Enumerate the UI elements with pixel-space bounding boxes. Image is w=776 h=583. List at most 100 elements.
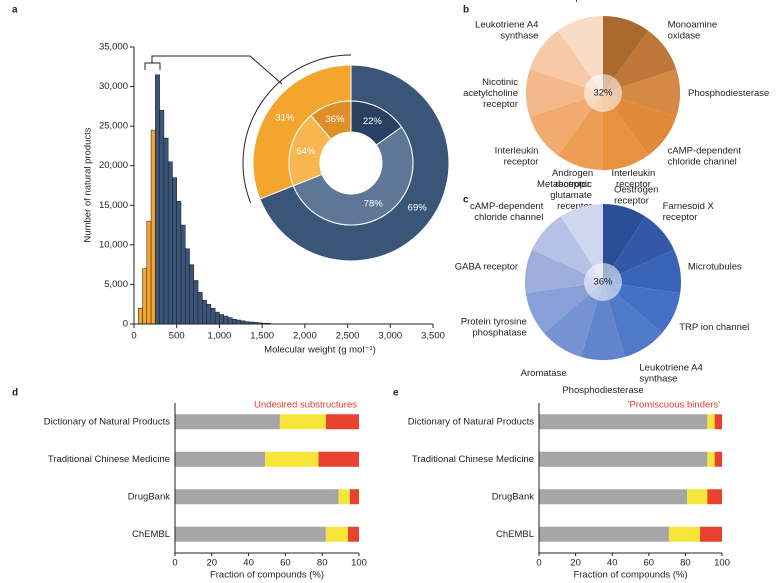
- pie-slice: [603, 282, 681, 334]
- x-tick-label: 80: [317, 558, 328, 569]
- category-label: Dictionary of Natural Products: [44, 416, 170, 427]
- x-tick-label: 80: [680, 558, 691, 569]
- y-axis-label: Number of natural products: [83, 127, 94, 242]
- pie-slice: [557, 93, 603, 170]
- pie-category-label: Oestrogen receptor: [614, 184, 658, 206]
- pie-category-label: Phosphodiesterase: [688, 88, 769, 99]
- y-tick-label: 15,000: [99, 200, 128, 211]
- bar-segment: [539, 414, 708, 430]
- histogram-bar: [197, 292, 203, 325]
- bar-segment: [325, 526, 348, 542]
- histogram-bar: [163, 137, 169, 325]
- pie-category-label: cAMP-dependent chloride channel: [470, 200, 544, 222]
- x-axis-label: Fraction of compounds (%): [210, 570, 324, 581]
- histogram-bar: [223, 315, 229, 325]
- histogram-bar: [236, 319, 242, 325]
- histogram-bar: [159, 110, 165, 325]
- pie-category-label: Phosphodiesterase: [562, 385, 643, 396]
- x-axis-label: Fraction of compounds (%): [573, 570, 687, 581]
- histogram-bar: [206, 303, 212, 325]
- pie-slice: [526, 69, 603, 117]
- donut-value-label: 69%: [408, 202, 428, 213]
- x-tick-label: 1,000: [208, 331, 232, 342]
- category-label: ChEMBL: [132, 529, 170, 540]
- x-tick-label: 500: [169, 331, 185, 342]
- pie-slice: [603, 30, 677, 93]
- panel-label: c: [463, 195, 469, 206]
- x-tick-label: 0: [172, 558, 177, 569]
- pie-category-label: Serotoninreceptor: [551, 0, 592, 2]
- x-tick-label: 0: [536, 558, 541, 569]
- pie-slice: [525, 282, 603, 334]
- category-label: DrugBank: [128, 491, 170, 502]
- panel-label: b: [463, 5, 469, 16]
- pie-slice: [603, 93, 677, 156]
- x-tick-label: 40: [607, 558, 618, 569]
- histogram-bar: [167, 161, 173, 325]
- pie-slice: [603, 249, 681, 294]
- bar-segment: [175, 414, 280, 430]
- bar-segment: [539, 451, 708, 467]
- pie-category-label: Aromatase: [521, 367, 567, 378]
- pie-slice: [603, 282, 662, 357]
- histogram-bar: [193, 280, 199, 325]
- x-tick-label: 60: [644, 558, 655, 569]
- pie-category-label: Protein tyrosine phosphatase: [461, 316, 527, 338]
- pie-category-label: GABA receptor: [455, 261, 518, 272]
- x-tick-label: 60: [280, 558, 291, 569]
- bar-segment: [707, 414, 715, 430]
- bracket-arc: [242, 54, 352, 203]
- bar-segment: [707, 451, 715, 467]
- bar-segment: [714, 414, 722, 430]
- bar-segment: [349, 489, 359, 505]
- annotation: Undesired substructures: [254, 400, 357, 411]
- pie-center: [584, 263, 622, 301]
- x-tick-label: 2,500: [336, 331, 360, 342]
- histogram-bar: [172, 177, 177, 325]
- bar-segment: [175, 526, 326, 542]
- pie-slice: [603, 16, 649, 93]
- x-tick-label: 3,000: [378, 331, 402, 342]
- y-tick-label: 20,000: [99, 160, 128, 171]
- pie-center-label: 36%: [593, 277, 613, 288]
- histogram-bar: [219, 314, 224, 325]
- histogram-bar: [227, 317, 233, 325]
- bar-segment: [687, 489, 708, 505]
- bar-segment: [318, 451, 359, 467]
- histogram-bar: [146, 220, 152, 325]
- bar-segment: [668, 526, 701, 542]
- pie-slice: [560, 204, 603, 282]
- x-tick-label: 100: [714, 558, 730, 569]
- pie-slice: [544, 282, 603, 357]
- category-label: Traditional Chinese Medicine: [412, 454, 534, 465]
- y-tick-label: 25,000: [99, 121, 128, 132]
- x-tick-label: 2,000: [293, 331, 317, 342]
- x-tick-label: 40: [243, 558, 254, 569]
- pie-center: [584, 74, 622, 112]
- bar-segment: [714, 451, 722, 467]
- pie-category-label: Interleukin receptor: [495, 145, 539, 167]
- bar-segment: [539, 489, 688, 505]
- histogram-bar: [210, 307, 216, 325]
- donut-hole: [320, 132, 382, 194]
- category-label: Traditional Chinese Medicine: [48, 454, 170, 465]
- y-tick-label: 10,000: [99, 239, 128, 250]
- annotation: 'Promiscuous binders': [628, 400, 721, 411]
- pie-category-label: cAMP-dependent chloride channel: [668, 145, 742, 167]
- pie-slice: [557, 16, 603, 93]
- pie-category-label: Metabotropic glutamate receptor: [537, 178, 592, 211]
- pie-slice: [532, 216, 603, 282]
- histogram-bar: [155, 74, 160, 325]
- bar-segment: [347, 526, 359, 542]
- pie-category-label: Leukotriene A4 synthase: [475, 19, 538, 41]
- bar-segment: [325, 414, 359, 430]
- category-label: ChEMBL: [496, 529, 534, 540]
- bar-segment: [539, 526, 669, 542]
- pie-slice: [529, 30, 603, 93]
- bar-segment: [707, 489, 722, 505]
- pie-slice: [603, 204, 646, 282]
- x-tick-label: 100: [351, 558, 367, 569]
- pie-category-label: Monoamine oxidase: [668, 19, 718, 41]
- x-tick-label: 0: [131, 331, 136, 342]
